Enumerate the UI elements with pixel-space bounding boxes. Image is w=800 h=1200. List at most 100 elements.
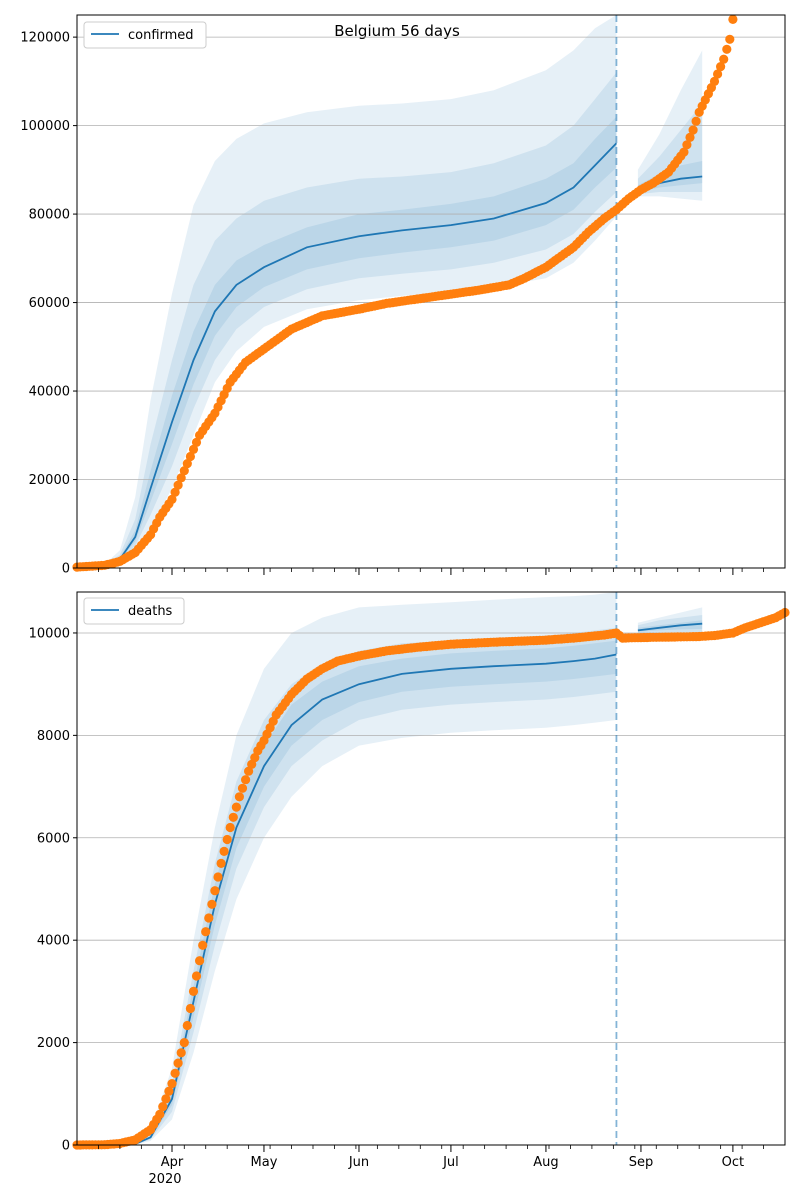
observed-point (204, 913, 214, 923)
observed-point (167, 494, 177, 504)
y-tick-label: 40000 (29, 385, 70, 400)
deaths-uncertainty-bands (77, 592, 703, 1145)
figure-title: Belgium 56 days (334, 22, 460, 40)
observed-point (228, 812, 238, 822)
legend-box (83, 21, 207, 49)
observed-point (713, 69, 723, 79)
observed-point (182, 1020, 192, 1031)
observed-point (176, 473, 186, 483)
y-tick-label: 10000 (29, 626, 70, 641)
observed-point (685, 132, 695, 142)
legend-label: deaths (128, 604, 173, 619)
x-tick-label: Oct (722, 1155, 744, 1170)
deaths-x-tick-labels: Apr May Jun Jul Aug Sep Oct (161, 1155, 744, 1170)
x-axis-year-label: 2020 (148, 1172, 181, 1187)
observed-point (164, 1086, 174, 1096)
x-tick-label: Jun (348, 1155, 369, 1170)
axes-frame (76, 14, 786, 569)
observed-point (237, 783, 248, 793)
deaths-panel: 0 2000 4000 6000 8000 10000 Apr May Jun Jul Aug Se… (29, 591, 790, 1187)
observed-point (185, 1003, 195, 1014)
observed-point (173, 1058, 183, 1068)
uncertainty-band-2-seg-2 (637, 103, 703, 195)
observed-point (179, 466, 189, 476)
observed-point (170, 1068, 180, 1078)
y-tick-label: 60000 (29, 296, 70, 311)
confirmed-uncertainty-bands (77, 15, 703, 569)
confirmed-x-ticks (98, 568, 764, 575)
confirmed-axes-frame (76, 14, 786, 569)
x-tick-label: Jul (442, 1155, 459, 1170)
observed-point (195, 956, 205, 966)
observed-point (225, 822, 235, 833)
uncertainty-band-3-seg-1 (77, 116, 617, 569)
observed-point (688, 125, 698, 135)
y-tick-label: 20000 (29, 473, 70, 488)
observed-point (234, 792, 244, 802)
observed-point (716, 62, 726, 72)
observed-point (198, 940, 208, 950)
y-tick-label: 2000 (37, 1036, 70, 1051)
observed-point (219, 846, 229, 857)
uncertainty-band-1-seg-1 (77, 15, 617, 568)
observed-point (231, 802, 241, 812)
x-tick-label: Aug (533, 1155, 558, 1170)
observed-point (191, 971, 202, 981)
legend-box (83, 597, 185, 625)
observed-point (185, 451, 195, 462)
observed-point (191, 437, 202, 447)
deaths-axes-frame (76, 591, 786, 1146)
observed-point (691, 116, 701, 126)
observed-point (709, 76, 720, 86)
observed-point (167, 1079, 177, 1089)
observed-point (161, 1094, 171, 1104)
observed-point (207, 899, 217, 909)
observed-point (155, 1109, 165, 1119)
y-tick-label: 120000 (20, 31, 70, 46)
observed-point (213, 872, 223, 882)
confirmed-y-ticks: 0 20000 40000 60000 80000 100000 120000 (20, 31, 77, 577)
observed-point (201, 927, 211, 937)
y-tick-label: 0 (62, 1139, 70, 1154)
axes-frame (76, 591, 786, 1146)
observed-point (182, 459, 192, 469)
deaths-x-ticks (98, 1145, 764, 1152)
legend-label: confirmed (128, 28, 194, 43)
observed-point (179, 1038, 189, 1048)
y-tick-label: 6000 (37, 831, 70, 846)
observed-point (728, 14, 738, 24)
observed-point (176, 1048, 186, 1058)
observed-point (173, 480, 183, 490)
uncertainty-band-1-seg-1 (77, 592, 617, 1145)
deaths-forecast-lines (76, 622, 703, 1146)
confirmed-panel: 0 20000 40000 60000 80000 100000 120000 confir… (20, 14, 786, 577)
y-tick-label: 4000 (37, 934, 70, 949)
deaths-legend: deaths (83, 597, 185, 625)
observed-point (250, 753, 260, 763)
x-tick-label: May (251, 1155, 278, 1170)
y-tick-label: 80000 (29, 208, 70, 223)
observed-point (722, 44, 732, 54)
x-tick-label: Sep (629, 1155, 654, 1170)
uncertainty-band-2-seg-1 (77, 627, 617, 1145)
observed-point (210, 886, 220, 896)
observed-point (216, 858, 226, 869)
forecast-line-seg-2 (637, 622, 703, 632)
confirmed-observed-points (72, 14, 738, 572)
y-tick-label: 0 (62, 562, 70, 577)
confirmed-legend: confirmed (83, 21, 207, 49)
uncertainty-band-2-seg-1 (77, 72, 617, 568)
observed-point (188, 444, 199, 454)
observed-point (719, 54, 729, 64)
forecast-line-seg-1 (76, 653, 617, 1146)
observed-point (188, 986, 199, 997)
observed-point (241, 775, 251, 785)
observed-point (222, 834, 232, 845)
x-tick-label: Apr (161, 1155, 184, 1170)
observed-point (158, 1102, 168, 1112)
deaths-y-ticks: 0 2000 4000 6000 8000 10000 (29, 626, 77, 1154)
y-tick-label: 100000 (20, 119, 70, 134)
observed-point (170, 487, 180, 497)
observed-point (682, 140, 692, 150)
